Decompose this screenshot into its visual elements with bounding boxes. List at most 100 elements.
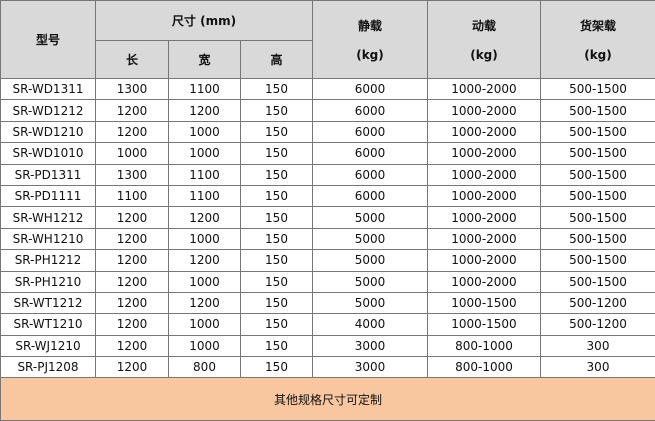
table-row: SR-WD1010 1000 1000 150 6000 1000-2000 500-150… <box>0 142 655 165</box>
footer-note: 其他规格尺寸可定制 <box>0 377 655 421</box>
table-row: SR-WD1212 1200 1200 150 6000 1000-2000 500-150… <box>0 99 655 122</box>
table-cell: 1000 <box>168 313 241 336</box>
header-text: 货架载 <box>579 19 616 33</box>
table-body: SR-WD1311 1300 1100 150 6000 1000-2000 500-150… <box>0 77 655 379</box>
table-cell: 1200 <box>168 249 241 272</box>
header-unit: (kg) <box>584 48 612 62</box>
header-unit: (kg) <box>470 48 498 62</box>
table-cell: 1000-2000 <box>427 227 541 251</box>
table-cell: 1200 <box>95 249 169 272</box>
table-cell: 1200 <box>95 227 169 251</box>
table-cell: 5000 <box>312 270 428 293</box>
table-cell: 1000 <box>168 227 241 251</box>
table-cell: 150 <box>240 270 313 293</box>
header-unit: (kg) <box>356 48 384 62</box>
table-cell: 1200 <box>95 291 169 315</box>
table-cell: 150 <box>240 184 313 208</box>
table-cell: 1000-2000 <box>427 184 541 208</box>
header-cell: 型号 <box>0 0 96 79</box>
table-row: SR-WD1311 1300 1100 150 6000 1000-2000 500-150… <box>0 77 655 101</box>
table-cell: 150 <box>240 356 313 379</box>
table-cell: 1000 <box>168 120 241 144</box>
table-cell: 1000-2000 <box>427 120 541 144</box>
table-cell: 1000 <box>168 334 241 358</box>
table-cell: 3000 <box>312 356 428 379</box>
table-cell: SR-WD1010 <box>0 142 96 165</box>
table-cell: 1200 <box>168 206 241 229</box>
table-cell: 5000 <box>312 227 428 251</box>
table-cell: 4000 <box>312 313 428 336</box>
table-cell: 500-1500 <box>540 270 655 293</box>
table-cell: 1000-2000 <box>427 142 541 165</box>
table-cell: 500-1200 <box>540 313 655 336</box>
table-cell: 150 <box>240 249 313 272</box>
table-cell: 150 <box>240 99 313 122</box>
table-row: SR-PH1212 1200 1200 150 5000 1000-2000 500-150… <box>0 249 655 272</box>
table-cell: 6000 <box>312 142 428 165</box>
header-text: 动载 <box>471 19 496 33</box>
table-cell: SR-PH1210 <box>0 270 96 293</box>
table-cell: 500-1500 <box>540 227 655 251</box>
header-cell: 静载 (kg) <box>312 0 428 79</box>
table-cell: 3000 <box>312 334 428 358</box>
table-row: SR-PD1311 1300 1100 150 6000 1000-2000 500-150… <box>0 163 655 186</box>
table-cell: 1000-2000 <box>427 249 541 272</box>
table-cell: 800 <box>168 356 241 379</box>
table-cell: 800-1000 <box>427 334 541 358</box>
table-cell: 1200 <box>95 356 169 379</box>
table-row: SR-PJ1208 1200 800 150 3000 800-1000 300 <box>0 356 655 379</box>
table-cell: 1000 <box>168 142 241 165</box>
table-cell: 150 <box>240 142 313 165</box>
table-cell: 6000 <box>312 184 428 208</box>
table-cell: 150 <box>240 334 313 358</box>
table-cell: 6000 <box>312 99 428 122</box>
table-cell: 500-1500 <box>540 184 655 208</box>
table-cell: 1000-2000 <box>427 77 541 101</box>
table-row: SR-WJ1210 1200 1000 150 3000 800-1000 300 <box>0 334 655 358</box>
table-cell: SR-PD1111 <box>0 184 96 208</box>
table-cell: 6000 <box>312 77 428 101</box>
table-cell: 1300 <box>95 77 169 101</box>
table-row: SR-WD1210 1200 1000 150 6000 1000-2000 500-150… <box>0 120 655 144</box>
table-cell: 1000-2000 <box>427 206 541 229</box>
header-cell: 动载 (kg) <box>427 0 541 79</box>
table-cell: 1000-1500 <box>427 313 541 336</box>
table-cell: 150 <box>240 313 313 336</box>
table-cell: SR-PJ1208 <box>0 356 96 379</box>
table-cell: 5000 <box>312 249 428 272</box>
table-cell: SR-WD1212 <box>0 99 96 122</box>
table-cell: SR-WH1212 <box>0 206 96 229</box>
table-cell: 1100 <box>168 163 241 186</box>
table-cell: 1000-2000 <box>427 163 541 186</box>
table-cell: 1000 <box>168 270 241 293</box>
table-cell: 1200 <box>95 313 169 336</box>
table-cell: SR-WT1212 <box>0 291 96 315</box>
table-cell: 1100 <box>168 77 241 101</box>
header-cell: 高 <box>240 40 313 79</box>
table-cell: 1200 <box>95 99 169 122</box>
table-cell: 1100 <box>95 184 169 208</box>
table-cell: 150 <box>240 120 313 144</box>
table-cell: 1300 <box>95 163 169 186</box>
table-cell: 1200 <box>168 291 241 315</box>
header-text: 静载 <box>357 19 382 33</box>
table-cell: SR-WD1311 <box>0 77 96 101</box>
table-cell: 500-1500 <box>540 99 655 122</box>
table-cell: SR-WJ1210 <box>0 334 96 358</box>
table-cell: 6000 <box>312 163 428 186</box>
table-cell: 150 <box>240 291 313 315</box>
table-cell: SR-WT1210 <box>0 313 96 336</box>
table-cell: 150 <box>240 163 313 186</box>
table-cell: 500-1500 <box>540 163 655 186</box>
table-cell: 1200 <box>95 270 169 293</box>
table-cell: 1000 <box>95 142 169 165</box>
table-cell: SR-PD1311 <box>0 163 96 186</box>
table-cell: 150 <box>240 227 313 251</box>
table-cell: 6000 <box>312 120 428 144</box>
table-cell: 500-1500 <box>540 120 655 144</box>
table-cell: 1200 <box>168 99 241 122</box>
table-cell: 1200 <box>95 120 169 144</box>
table-cell: 500-1500 <box>540 206 655 229</box>
